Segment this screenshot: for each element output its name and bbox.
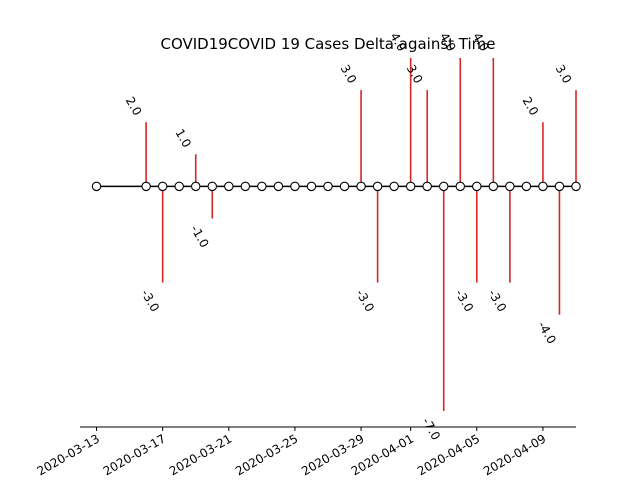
value-label-2020-04-09: 2.0 — [520, 94, 542, 118]
marker-2020-04-08 — [521, 181, 532, 192]
marker-2020-03-16 — [141, 181, 151, 192]
marker-2020-04-09 — [538, 181, 548, 192]
value-label-2020-03-30: -3.0 — [353, 287, 377, 314]
marker-2020-03-30 — [372, 181, 383, 192]
value-label-2020-03-29: 3.0 — [338, 62, 360, 86]
x-tick-label: 2020-04-09 — [481, 431, 548, 478]
x-ticks-layer: 2020-03-132020-03-172020-03-212020-03-25… — [35, 427, 548, 478]
stems-layer — [145, 58, 577, 411]
value-label-2020-03-20: -1.0 — [188, 223, 212, 250]
labels-layer: 2.0-3.01.0-1.03.0-3.04.03.0-7.04.0-3.04.… — [123, 30, 575, 442]
marker-2020-04-10 — [554, 181, 565, 192]
marker-2020-04-04 — [455, 181, 466, 192]
value-label-2020-04-10: -4.0 — [535, 319, 559, 346]
marker-2020-03-17 — [157, 181, 168, 192]
x-tick-label: 2020-03-21 — [167, 431, 234, 478]
value-label-2020-03-17: -3.0 — [138, 287, 162, 314]
marker-2020-03-20 — [207, 181, 218, 192]
value-label-2020-04-03: -7.0 — [419, 415, 443, 442]
marker-2020-03-29 — [356, 181, 366, 192]
marker-2020-03-24 — [273, 181, 284, 192]
marker-2020-04-01 — [405, 181, 416, 192]
marker-2020-03-26 — [306, 181, 317, 192]
x-tick-label: 2020-03-13 — [35, 431, 102, 478]
marker-2020-03-28 — [339, 181, 350, 192]
marker-2020-03-19 — [190, 181, 201, 192]
marker-2020-04-03 — [438, 181, 449, 192]
x-tick-label: 2020-03-17 — [101, 431, 168, 478]
marker-2020-03-13 — [91, 181, 102, 192]
marker-2020-03-27 — [323, 181, 333, 192]
marker-2020-03-25 — [290, 181, 300, 192]
marker-2020-03-21 — [224, 181, 234, 192]
value-label-2020-04-11: 3.0 — [553, 62, 575, 86]
marker-2020-03-31 — [389, 181, 399, 192]
marker-2020-04-07 — [505, 181, 515, 192]
marker-2020-04-06 — [488, 181, 499, 192]
marker-2020-04-11 — [571, 181, 581, 192]
marker-2020-03-18 — [174, 181, 184, 192]
chart-title: COVID19COVID 19 Cases Delta against Time — [160, 35, 495, 53]
value-label-2020-03-16: 2.0 — [123, 94, 145, 118]
value-label-2020-04-05: -3.0 — [452, 287, 476, 314]
marker-2020-04-02 — [422, 181, 432, 192]
marker-2020-03-22 — [240, 181, 251, 192]
value-label-2020-04-02: 3.0 — [404, 62, 426, 86]
x-tick-label: 2020-03-25 — [233, 431, 300, 478]
value-label-2020-03-19: 1.0 — [172, 126, 194, 150]
marker-2020-03-23 — [257, 181, 267, 192]
markers-layer — [91, 181, 581, 192]
value-label-2020-04-07: -3.0 — [485, 287, 509, 314]
x-tick-label: 2020-04-05 — [415, 431, 482, 478]
marker-2020-04-05 — [472, 181, 482, 192]
